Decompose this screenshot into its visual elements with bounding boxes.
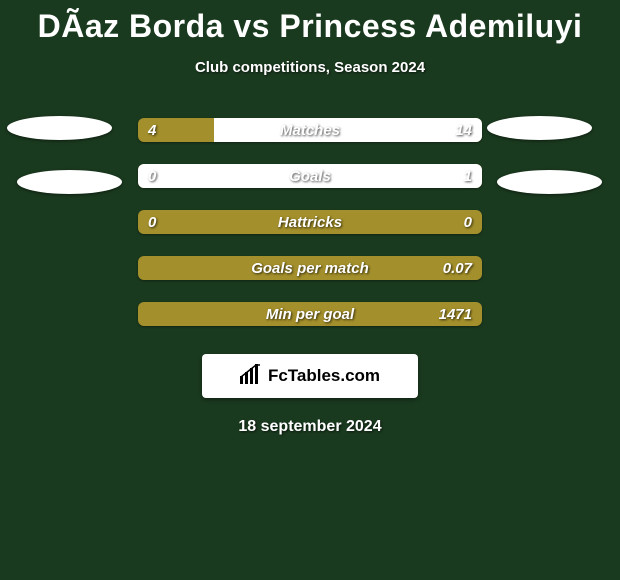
badge-text: FcTables.com <box>268 366 380 386</box>
stat-value-right: 1471 <box>439 302 472 326</box>
decor-ellipse-right <box>497 170 602 194</box>
source-badge: FcTables.com <box>202 354 418 398</box>
stat-row: Goals01 <box>0 164 620 188</box>
stat-row: Matches414 <box>0 118 620 142</box>
subtitle: Club competitions, Season 2024 <box>0 59 620 76</box>
decor-ellipse-left <box>7 116 112 140</box>
stat-row: Min per goal1471 <box>0 302 620 326</box>
decor-ellipse-right <box>487 116 592 140</box>
bar-track <box>138 210 482 234</box>
decor-ellipse-left <box>17 170 122 194</box>
stat-value-left: 0 <box>148 210 156 234</box>
stat-value-right: 1 <box>464 164 472 188</box>
bar-track <box>138 302 482 326</box>
bar-track <box>138 118 482 142</box>
stat-rows: Matches414Goals01Hattricks00Goals per ma… <box>0 118 620 326</box>
stat-value-right: 14 <box>455 118 472 142</box>
chart-icon <box>240 364 262 389</box>
page-title: DÃ­az Borda vs Princess Ademiluyi <box>0 0 620 45</box>
date-text: 18 september 2024 <box>0 418 620 436</box>
stat-row: Hattricks00 <box>0 210 620 234</box>
stat-value-left: 0 <box>148 164 156 188</box>
bar-right-fill <box>138 164 482 188</box>
bar-track <box>138 256 482 280</box>
stat-value-left: 4 <box>148 118 156 142</box>
bar-track <box>138 164 482 188</box>
bar-right-fill <box>214 118 482 142</box>
stat-value-right: 0 <box>464 210 472 234</box>
stat-value-right: 0.07 <box>443 256 472 280</box>
stat-row: Goals per match0.07 <box>0 256 620 280</box>
